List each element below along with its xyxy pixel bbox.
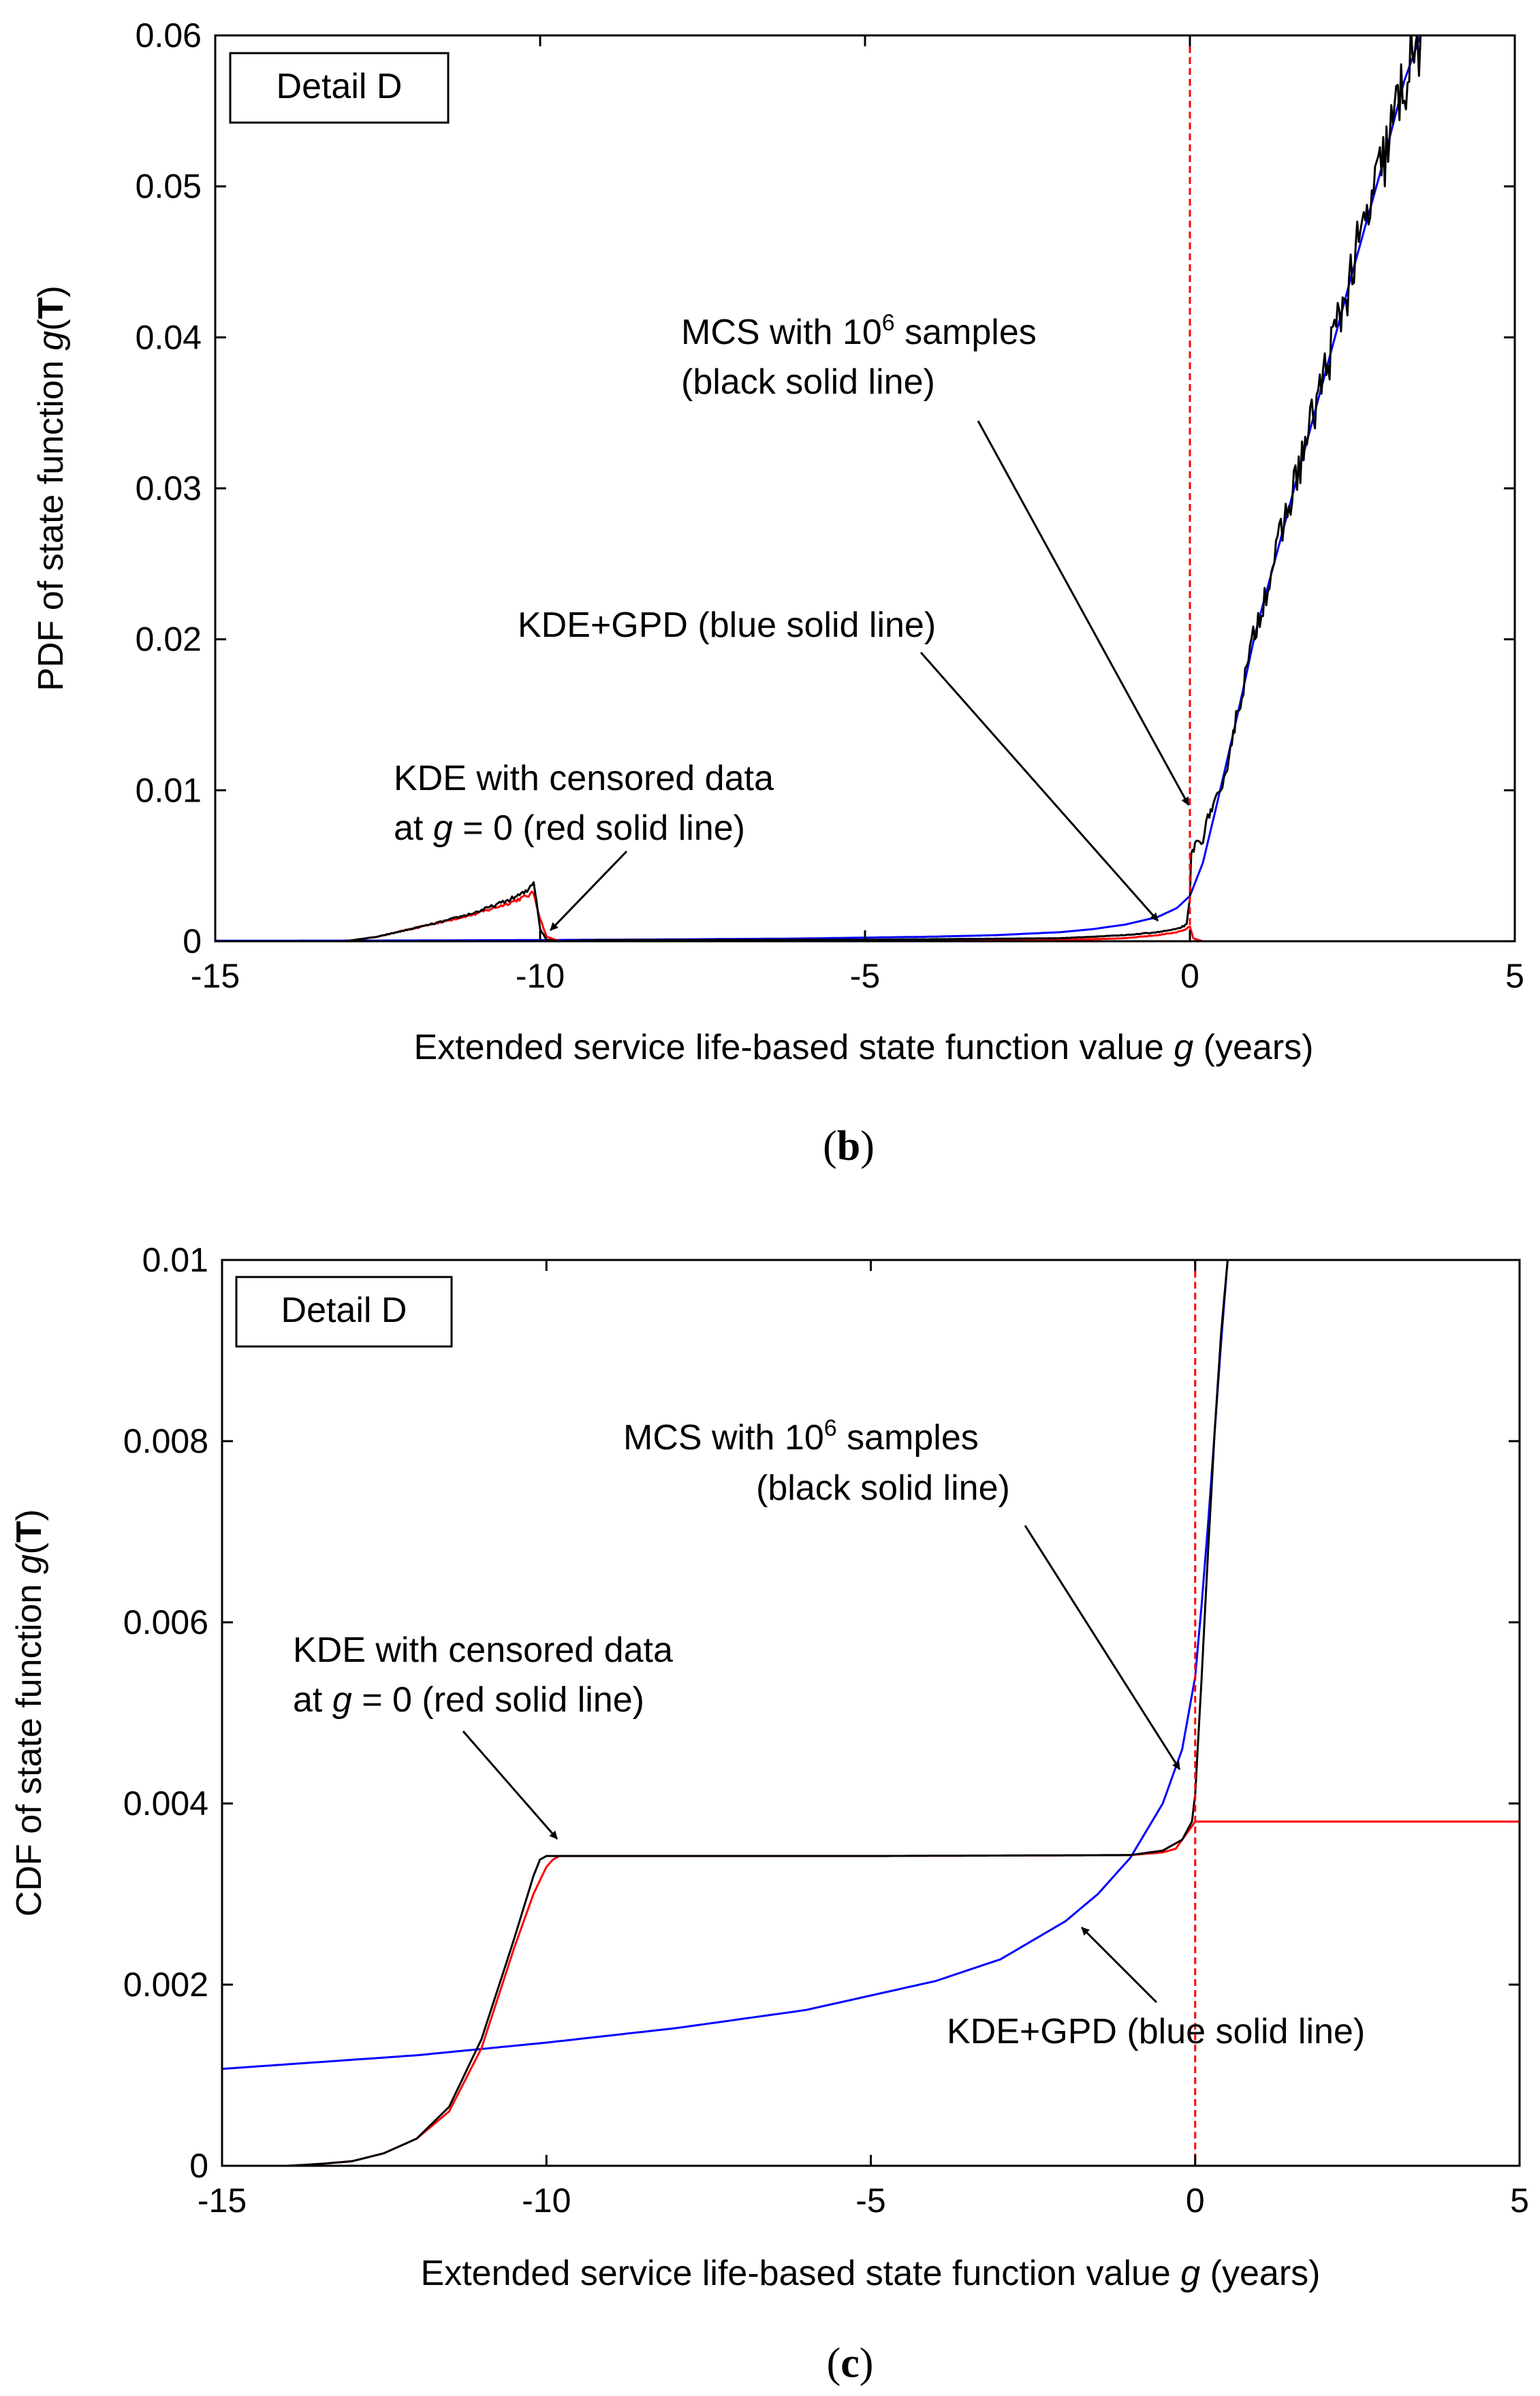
pdf-chart: -15 -10 -5 0 5 0 0.01 0.02 0.03 0.04 0.05 0.06 Deta… — [31, 16, 1524, 1169]
pdf-gpd-annotation: KDE+GPD (blue solid line) — [518, 605, 936, 645]
pdf-kde-annotation: KDE with censored data — [394, 759, 774, 798]
cdf-y-tick-label: 0 — [189, 2147, 208, 2185]
pdf-kde-arrow — [549, 850, 628, 932]
cdf-gpd-annotation: KDE+GPD (blue solid line) — [947, 2012, 1365, 2051]
pdf-x-tick-label: 0 — [1180, 957, 1199, 995]
pdf-y-tick-label: 0.05 — [136, 168, 202, 206]
cdf-x-tick-label: -5 — [855, 2181, 885, 2220]
cdf-y-tick-label: 0.008 — [123, 1422, 208, 1460]
pdf-mcs-arrow — [977, 420, 1190, 806]
cdf-kde-censored-line — [222, 1820, 1520, 2166]
cdf-panel-label: (c) — [827, 2340, 874, 2386]
cdf-gpd-arrow — [1080, 1926, 1158, 2004]
cdf-x-tick-label: -15 — [198, 2181, 247, 2220]
cdf-chart: -15 -10 -5 0 5 0 0.002 0.004 0.006 0.008 0.01 Deta… — [10, 1241, 1529, 2386]
cdf-mcs-annotation-line2: (black solid line) — [756, 1468, 1010, 1508]
pdf-panel-label: (b) — [823, 1123, 875, 1169]
cdf-kde-arrow — [462, 1731, 559, 1840]
pdf-kde-annotation-line2: at g = 0 (red solid line) — [394, 808, 745, 848]
pdf-x-tick-label: -5 — [850, 957, 880, 995]
cdf-legend-label: Detail D — [281, 1291, 407, 1330]
cdf-x-tick-label: -10 — [522, 2181, 571, 2220]
pdf-y-tick-label: 0.01 — [136, 771, 202, 809]
cdf-ticks: -15 -10 -5 0 5 0 0.002 0.004 0.006 0.008 0.01 — [123, 1241, 1529, 2220]
cdf-legend-frame — [235, 1276, 453, 1348]
cdf-kde-gpd-line — [222, 1260, 1229, 2070]
pdf-ticks: -15 -10 -5 0 5 0 0.01 0.02 0.03 0.04 0.05 0.06 — [136, 16, 1524, 995]
pdf-series-layer — [215, 35, 1515, 941]
pdf-y-axis-title: PDF of state function g(T) — [31, 285, 71, 691]
cdf-kde-annotation-line2: at g = 0 (red solid line) — [293, 1680, 644, 1720]
pdf-mcs-line — [215, 35, 1422, 941]
cdf-y-tick-label: 0.006 — [123, 1603, 208, 1641]
pdf-x-axis-title: Extended service life-based state functi… — [414, 1028, 1314, 1067]
pdf-y-tick-label: 0.06 — [136, 16, 202, 54]
cdf-mcs-annotation: MCS with 106 samples — [623, 1415, 979, 1457]
pdf-y-tick-label: 0.02 — [136, 620, 202, 659]
cdf-mcs-line — [222, 1260, 1229, 2166]
cdf-mcs-arrow — [1024, 1525, 1181, 1770]
pdf-legend-box: Detail D — [229, 52, 450, 124]
pdf-y-tick-label: 0.03 — [136, 469, 202, 507]
cdf-x-tick-label: 0 — [1186, 2181, 1205, 2220]
pdf-y-tick-label: 0 — [183, 922, 202, 960]
pdf-x-tick-label: -15 — [191, 957, 240, 995]
cdf-x-axis-title: Extended service life-based state functi… — [421, 2254, 1321, 2293]
pdf-legend-frame — [229, 52, 450, 124]
pdf-x-tick-label: -10 — [516, 957, 565, 995]
pdf-mcs-annotation-line2: (black solid line) — [681, 362, 935, 402]
cdf-y-tick-label: 0.01 — [142, 1241, 208, 1279]
pdf-kde-gpd-line — [215, 35, 1422, 941]
cdf-legend-box: Detail D — [235, 1276, 453, 1348]
pdf-plot-frame — [214, 34, 1516, 943]
cdf-x-tick-label: 5 — [1510, 2181, 1529, 2220]
pdf-gpd-arrow — [920, 652, 1159, 921]
cdf-y-tick-label: 0.002 — [123, 1966, 208, 2004]
pdf-legend-label: Detail D — [277, 67, 403, 106]
cdf-y-axis-title: CDF of state function g(T) — [10, 1509, 49, 1917]
pdf-mcs-annotation: MCS with 106 samples — [681, 310, 1037, 352]
pdf-x-tick-label: 5 — [1505, 957, 1524, 995]
pdf-y-tick-label: 0.04 — [136, 318, 202, 356]
cdf-kde-annotation: KDE with censored data — [293, 1630, 673, 1670]
cdf-y-tick-label: 0.004 — [123, 1784, 208, 1823]
cdf-series-layer — [222, 1260, 1520, 2166]
